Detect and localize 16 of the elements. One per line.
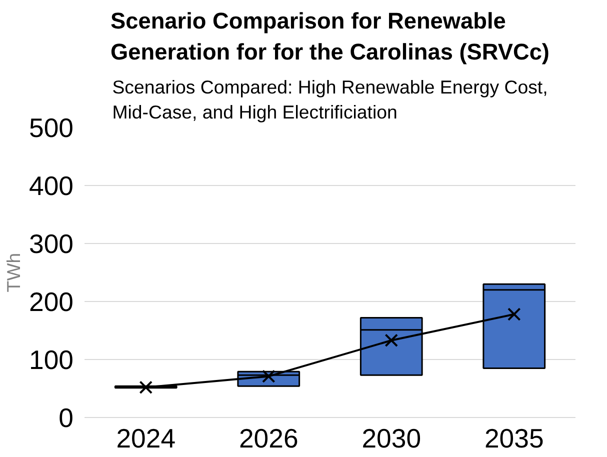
y-tick-label: 300 bbox=[29, 229, 74, 259]
point bbox=[507, 308, 521, 321]
x-tick-label: 2030 bbox=[362, 424, 422, 454]
point bbox=[384, 334, 398, 348]
chart-title: Scenario Comparison for Renewable Generation for for the Carolinas (SRVCc) bbox=[110, 7, 550, 64]
y-tick-label: 400 bbox=[29, 171, 74, 201]
x-tick-label: 2026 bbox=[238, 424, 298, 454]
y-tick-label: 100 bbox=[29, 345, 74, 375]
y-tick-label: 500 bbox=[29, 113, 74, 143]
point bbox=[139, 380, 153, 394]
x-tick-label: 2035 bbox=[484, 424, 544, 454]
x-tick-label: 2024 bbox=[116, 424, 176, 454]
chart-subtitle: Scenarios Compared: High Renewable Energy Cost, Mid-Case, and High Electrificiation bbox=[112, 76, 548, 122]
y-tick-label: 200 bbox=[29, 287, 74, 317]
y-axis-title: TWh bbox=[3, 252, 24, 292]
y-tick-label: 0 bbox=[58, 403, 74, 433]
